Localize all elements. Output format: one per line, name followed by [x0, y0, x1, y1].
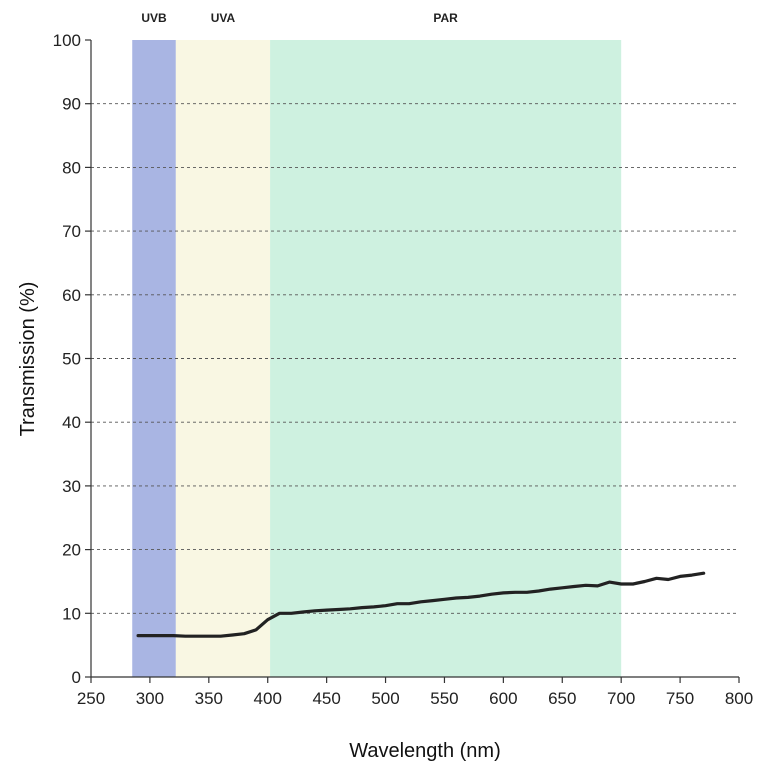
y-tick-label-40: 40 [62, 413, 81, 432]
band-label-uvb: UVB [141, 11, 167, 25]
x-tick-label-450: 450 [312, 689, 340, 708]
series-lines [136, 571, 706, 638]
y-tick-label-0: 0 [72, 668, 81, 687]
gridlines [91, 103, 739, 614]
y-tick-label-100: 100 [53, 31, 81, 50]
y-tick-label-70: 70 [62, 222, 81, 241]
x-tick-label-400: 400 [254, 689, 282, 708]
x-tick-label-800: 800 [725, 689, 753, 708]
y-tick-label-60: 60 [62, 286, 81, 305]
series-line-0 [136, 571, 706, 638]
spectral-bands: UVB UVA PAR [132, 11, 622, 677]
y-tick-label-50: 50 [62, 350, 81, 369]
x-tick-label-600: 600 [489, 689, 517, 708]
x-tick-label-250: 250 [77, 689, 105, 708]
x-tick-label-650: 650 [548, 689, 576, 708]
y-axis-title: Transmission (%) [17, 282, 39, 437]
x-tick-labels: 250 300 350 400 450 500 550 600 650 700 750 800 [77, 677, 753, 708]
x-tick-label-750: 750 [666, 689, 694, 708]
x-tick-label-500: 500 [371, 689, 399, 708]
x-tick-label-550: 550 [430, 689, 458, 708]
y-tick-label-80: 80 [62, 158, 81, 177]
y-tick-label-20: 20 [62, 541, 81, 560]
y-tick-label-90: 90 [62, 95, 81, 114]
band-label-par: PAR [433, 11, 458, 25]
y-tick-labels: 0 10 20 30 40 50 60 70 80 90 100 [53, 31, 91, 687]
y-tick-label-30: 30 [62, 477, 81, 496]
x-tick-label-700: 700 [607, 689, 635, 708]
x-tick-label-300: 300 [136, 689, 164, 708]
x-tick-label-350: 350 [195, 689, 223, 708]
y-tick-label-10: 10 [62, 604, 81, 623]
x-axis-title: Wavelength (nm) [349, 740, 501, 762]
band-label-uva: UVA [211, 11, 236, 25]
